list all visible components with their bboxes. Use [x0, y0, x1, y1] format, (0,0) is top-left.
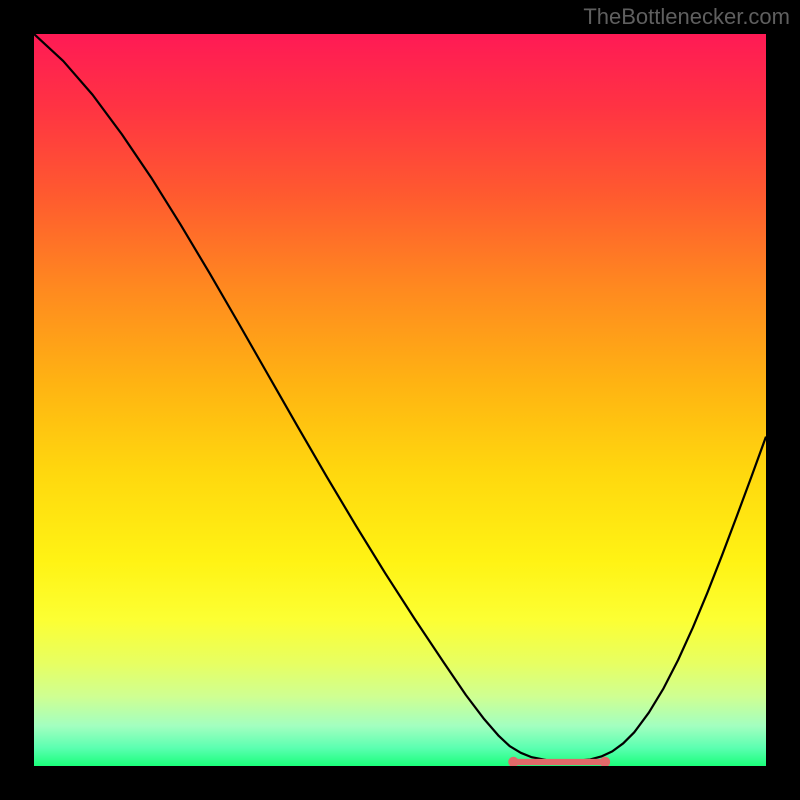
- watermark-text: TheBottlenecker.com: [583, 4, 790, 30]
- bottleneck-curve-chart: [34, 34, 766, 766]
- plot-area: [34, 34, 766, 766]
- gradient-background: [34, 34, 766, 766]
- chart-frame: TheBottlenecker.com: [0, 0, 800, 800]
